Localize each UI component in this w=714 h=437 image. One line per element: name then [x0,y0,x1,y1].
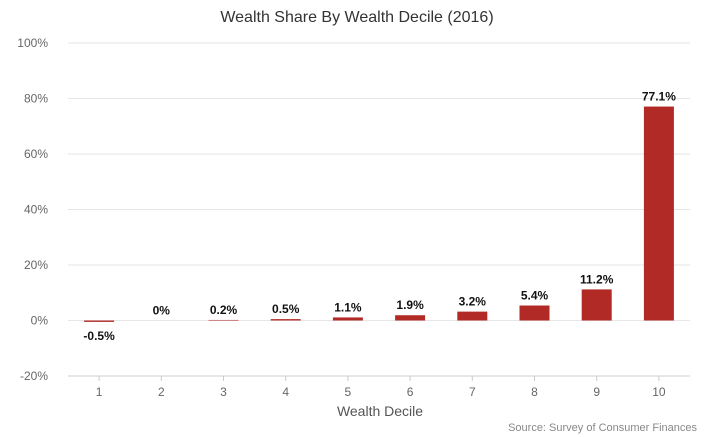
x-tick-label: 3 [220,385,227,399]
bar-decile-9 [581,289,612,321]
x-axis-title: Wealth Decile [337,403,423,419]
data-label-decile-8: 5.4% [521,289,549,303]
bar-decile-10 [643,106,674,321]
bar-decile-6 [395,315,426,321]
data-label-decile-9: 11.2% [580,272,614,286]
bar-decile-3 [208,319,239,321]
x-tick-label: 8 [531,385,538,399]
data-label-decile-4: 0.5% [272,302,300,316]
chart-title: Wealth Share By Wealth Decile (2016) [220,9,493,26]
y-tick-label: 0% [31,314,49,328]
x-tick-label: 5 [345,385,352,399]
y-tick-label: 60% [24,147,48,161]
x-tick-label: 10 [652,385,666,399]
x-tick-label: 1 [96,385,103,399]
x-axis-ticks: 1 2 3 4 5 6 7 8 9 10 [96,376,666,399]
x-tick-label: 4 [282,385,289,399]
y-tick-label: 80% [24,92,48,106]
y-tick-label: 20% [24,258,48,272]
y-axis-ticks: -20% 0% 20% 40% 60% 80% 100% [17,36,48,383]
x-tick-label: 7 [469,385,476,399]
y-tick-label: -20% [20,369,48,383]
bar-decile-8 [519,305,550,321]
data-label-decile-3: 0.2% [210,303,238,317]
bar-decile-1 [84,320,115,322]
y-tick-label: 40% [24,203,48,217]
bar-decile-4 [270,319,301,321]
data-label-decile-5: 1.1% [334,300,362,314]
bar-decile-7 [457,311,488,321]
bars [84,106,674,322]
x-tick-label: 9 [593,385,600,399]
data-label-decile-2: 0% [153,304,171,318]
x-tick-label: 6 [407,385,414,399]
bar-decile-5 [332,317,363,321]
source-credit: Source: Survey of Consumer Finances [508,422,697,434]
x-tick-label: 2 [158,385,165,399]
y-tick-label: 100% [17,36,48,50]
data-label-decile-10: 77.1% [642,90,676,104]
data-label-decile-1: -0.5% [83,329,115,343]
data-labels: -0.5% 0% 0.2% 0.5% 1.1% 1.9% 3.2% 5.4% 11.2% 77.1… [83,90,676,343]
grid-lines [68,42,690,377]
data-label-decile-7: 3.2% [459,295,487,309]
data-label-decile-6: 1.9% [396,298,424,312]
